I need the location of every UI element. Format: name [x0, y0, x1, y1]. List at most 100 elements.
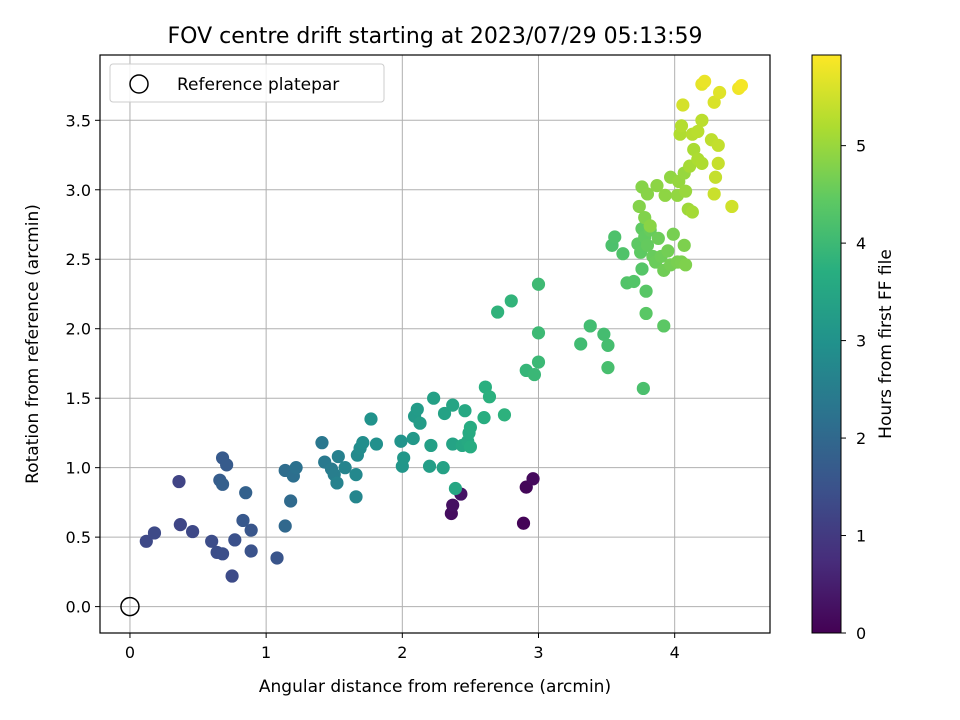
scatter-point [491, 305, 505, 319]
y-tick-label: 0.5 [66, 528, 91, 547]
plot-frame [99, 54, 771, 634]
scatter-point [205, 534, 219, 548]
scatter-point [695, 113, 709, 127]
colorbar-tick-label: 3 [856, 332, 866, 351]
scatter-point [734, 78, 749, 93]
scatter-point [601, 338, 615, 352]
scatter-point [413, 416, 427, 430]
scatter-point [597, 327, 611, 341]
scatter-point [583, 319, 597, 333]
colorbar-ticks: 0 1 2 3 4 5 [841, 137, 866, 643]
y-tick-label: 1.5 [66, 389, 91, 408]
scatter-point [244, 544, 258, 558]
scatter-point [627, 274, 641, 289]
x-tick-label: 4 [670, 643, 680, 662]
scatter-point [349, 490, 363, 504]
scatter-point [661, 244, 675, 258]
scatter-point [639, 306, 653, 321]
colorbar-tick-label: 1 [856, 527, 866, 546]
scatter-point [651, 231, 665, 246]
y-axis-ticks: 0.0 0.5 1.0 1.5 2.0 2.5 3.0 3.5 [66, 111, 100, 617]
legend-box [109, 63, 385, 103]
scatter-point [666, 227, 680, 241]
y-tick-label: 3.0 [66, 181, 91, 200]
scatter-point [369, 437, 384, 451]
scatter-point [270, 551, 284, 565]
legend-marker [129, 74, 149, 94]
scatter-point [244, 523, 258, 537]
colorbar-tick-label: 0 [856, 624, 866, 643]
scatter-point [424, 438, 438, 453]
scatter-point [650, 179, 664, 193]
scatter-point [446, 498, 460, 512]
grid [100, 55, 770, 633]
scatter-point [220, 458, 234, 472]
scatter-point [531, 326, 546, 340]
scatter-point [657, 319, 671, 333]
scatter-point [458, 404, 472, 418]
scatter-point [397, 451, 411, 465]
scatter-point [278, 519, 292, 533]
scatter-point [147, 526, 162, 540]
y-tick-label: 3.5 [66, 111, 91, 130]
scatter-point [713, 85, 727, 100]
x-axis-ticks: 0 1 2 3 4 [125, 633, 680, 662]
scatter-points [120, 74, 749, 617]
scatter-point [526, 472, 540, 486]
scatter-point [678, 184, 693, 198]
scatter-point [437, 406, 452, 421]
y-tick-label: 0.0 [66, 598, 91, 617]
scatter-point [639, 284, 653, 298]
scatter-point [315, 436, 329, 450]
scatter-point [616, 247, 630, 261]
scatter-point [698, 74, 712, 88]
scatter-point [708, 170, 723, 184]
scatter-point [173, 518, 187, 532]
scatter-point [527, 367, 542, 382]
scatter-point [531, 277, 546, 291]
scatter-point [678, 258, 693, 272]
colorbar-tick-label: 5 [856, 137, 866, 156]
scatter-point [331, 449, 345, 464]
scatter-point [640, 238, 655, 252]
chart-title: FOV centre drift starting at 2023/07/29 … [168, 24, 703, 49]
scatter-point [422, 459, 437, 473]
scatter-point [463, 440, 478, 454]
scatter-point [725, 199, 739, 214]
scatter-point [436, 461, 450, 475]
scatter-point [643, 219, 657, 233]
colorbar-tick-label: 2 [856, 429, 866, 448]
scatter-point [446, 398, 460, 412]
reference-marker [120, 596, 140, 617]
scatter-point [228, 533, 242, 547]
y-tick-label: 2.0 [66, 320, 91, 339]
scatter-point [448, 481, 463, 496]
scatter-point [674, 119, 689, 133]
scatter-point [239, 486, 253, 500]
scatter-point [676, 98, 690, 112]
scatter-point [236, 513, 250, 528]
scatter-point [685, 205, 699, 219]
scatter-point [636, 381, 650, 396]
scatter-point [531, 355, 546, 369]
legend: Reference platepar [109, 63, 385, 103]
scatter-point [356, 436, 370, 450]
scatter-point [172, 474, 186, 489]
scatter-point [338, 461, 352, 475]
scatter-point [330, 476, 344, 490]
scatter-point [691, 124, 705, 139]
scatter-point [658, 188, 672, 202]
scatter-point [695, 156, 709, 170]
scatter-point [289, 461, 303, 475]
legend-entry: Reference platepar [177, 75, 339, 95]
scatter-point [215, 547, 230, 561]
y-tick-label: 2.5 [66, 250, 91, 269]
scatter-point [186, 524, 200, 539]
scatter-point [711, 138, 725, 152]
scatter-point [635, 262, 649, 276]
scatter-point [601, 361, 615, 375]
scatter-point [497, 408, 512, 422]
scatter-point [349, 468, 363, 482]
colorbar-tick-label: 4 [856, 234, 866, 253]
